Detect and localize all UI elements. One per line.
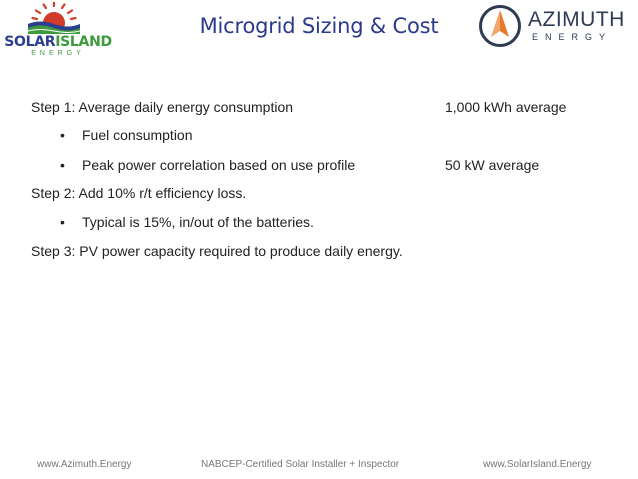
azimuth-logo: AZIMUTH ENERGY bbox=[478, 4, 628, 48]
bullet-marker: • bbox=[60, 214, 65, 230]
azimuth-subtitle: ENERGY bbox=[532, 32, 613, 42]
solarisland-wordmark: SOLARISLAND bbox=[4, 34, 112, 50]
bullet-marker: • bbox=[60, 157, 65, 173]
solarisland-subtitle: ENERGY bbox=[31, 50, 85, 57]
solarisland-logo: SOLARISLAND ENERGY bbox=[2, 2, 114, 58]
sun-icon bbox=[27, 2, 81, 34]
compass-icon bbox=[479, 5, 521, 47]
footer-link-azimuth[interactable]: www.Azimuth.Energy bbox=[37, 459, 132, 470]
slide-title: Microgrid Sizing & Cost bbox=[199, 14, 439, 38]
bullet-marker: • bbox=[60, 127, 65, 143]
bullet-peak-power: Peak power correlation based on use prof… bbox=[82, 157, 356, 173]
footer-certification: NABCEP-Certified Solar Installer + Inspe… bbox=[201, 459, 400, 470]
footer-link-solarisland[interactable]: www.SolarIsland.Energy bbox=[483, 459, 592, 470]
peak-power-value: 50 kW average bbox=[445, 157, 540, 173]
step-2-label: Step 2: Add 10% r/t efficiency loss. bbox=[31, 185, 247, 201]
step-1-value: 1,000 kWh average bbox=[445, 99, 567, 115]
bullet-fuel-consumption: Fuel consumption bbox=[82, 127, 193, 143]
step-1-label: Step 1: Average daily energy consumption bbox=[31, 99, 294, 115]
azimuth-wordmark: AZIMUTH bbox=[528, 8, 625, 31]
bullet-typical-loss: Typical is 15%, in/out of the batteries. bbox=[82, 214, 314, 230]
step-3-label: Step 3: PV power capacity required to pr… bbox=[31, 243, 403, 259]
